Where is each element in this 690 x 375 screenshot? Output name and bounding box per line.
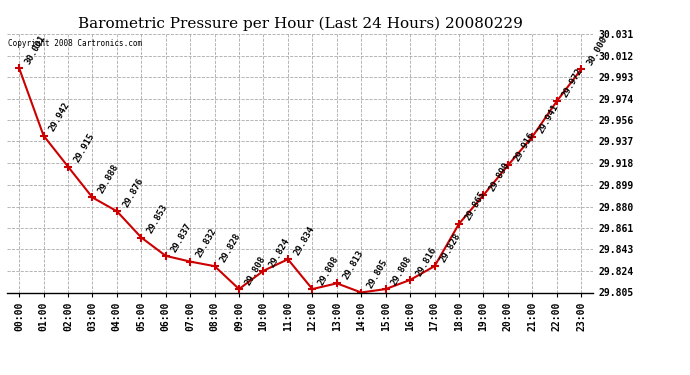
Text: 29.876: 29.876 xyxy=(121,177,145,209)
Text: 29.972: 29.972 xyxy=(561,67,585,99)
Text: 30.000: 30.000 xyxy=(585,34,609,67)
Text: 29.813: 29.813 xyxy=(341,249,365,281)
Text: 29.832: 29.832 xyxy=(195,227,218,260)
Text: 29.941: 29.941 xyxy=(536,102,560,135)
Text: 29.837: 29.837 xyxy=(170,221,194,254)
Text: 29.942: 29.942 xyxy=(48,101,72,134)
Text: 29.865: 29.865 xyxy=(463,189,487,222)
Text: 30.001: 30.001 xyxy=(23,33,47,66)
Text: 29.916: 29.916 xyxy=(512,131,536,163)
Text: 29.828: 29.828 xyxy=(219,232,243,264)
Text: 29.834: 29.834 xyxy=(292,225,316,257)
Text: 29.808: 29.808 xyxy=(317,255,340,287)
Text: 29.890: 29.890 xyxy=(488,160,511,193)
Text: 29.808: 29.808 xyxy=(390,255,414,287)
Text: 29.888: 29.888 xyxy=(97,163,121,195)
Text: 29.853: 29.853 xyxy=(146,203,169,236)
Text: 29.805: 29.805 xyxy=(366,258,389,290)
Text: 29.816: 29.816 xyxy=(414,245,438,278)
Text: 29.824: 29.824 xyxy=(268,236,292,268)
Text: 29.828: 29.828 xyxy=(439,232,462,264)
Text: Copyright 2008 Cartronics.com: Copyright 2008 Cartronics.com xyxy=(8,39,142,48)
Text: 29.915: 29.915 xyxy=(72,132,96,164)
Text: 29.808: 29.808 xyxy=(243,255,267,287)
Title: Barometric Pressure per Hour (Last 24 Hours) 20080229: Barometric Pressure per Hour (Last 24 Ho… xyxy=(78,17,522,31)
